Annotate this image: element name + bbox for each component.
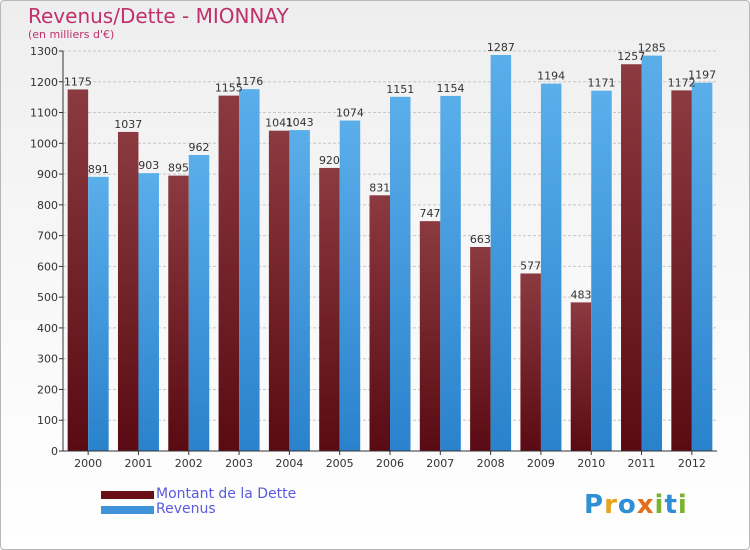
x-tick-label: 2003 bbox=[225, 457, 253, 470]
data-label-dette: 1041 bbox=[265, 117, 293, 130]
y-tick-label: 0 bbox=[51, 445, 58, 458]
data-label-dette: 831 bbox=[369, 181, 390, 194]
y-tick-label: 1000 bbox=[30, 137, 58, 150]
bar-revenus bbox=[188, 155, 210, 451]
y-tick-label: 300 bbox=[37, 353, 58, 366]
data-label-revenus: 1194 bbox=[537, 70, 565, 83]
bar-revenus bbox=[390, 96, 411, 451]
bar-revenus bbox=[88, 176, 109, 451]
bar-revenus bbox=[490, 55, 512, 451]
x-tick-label: 2000 bbox=[74, 457, 102, 470]
x-tick-label: 2012 bbox=[678, 457, 706, 470]
data-label-dette: 920 bbox=[319, 154, 340, 167]
legend-label-dette: Montant de la Dette bbox=[156, 486, 297, 502]
data-label-revenus: 1043 bbox=[286, 116, 314, 129]
y-tick-label: 500 bbox=[37, 291, 58, 304]
legend-swatch-revenus bbox=[101, 506, 154, 514]
y-tick-label: 700 bbox=[37, 230, 58, 243]
y-tick-label: 1100 bbox=[30, 107, 58, 120]
y-tick-label: 100 bbox=[37, 414, 58, 427]
data-label-revenus: 962 bbox=[189, 141, 210, 154]
logo-letter: i bbox=[677, 490, 688, 520]
data-label-revenus: 903 bbox=[138, 159, 159, 172]
bar-revenus bbox=[591, 90, 612, 451]
bar-revenus bbox=[540, 83, 562, 451]
data-label-revenus: 1151 bbox=[386, 83, 414, 96]
bar-revenus bbox=[339, 120, 361, 452]
proxiti-logo: Proxiti bbox=[584, 490, 688, 520]
data-label-dette: 1037 bbox=[114, 118, 142, 131]
y-tick-label: 800 bbox=[37, 199, 58, 212]
logo-letter: t bbox=[664, 490, 678, 520]
data-label-revenus: 1171 bbox=[587, 77, 615, 90]
logo-letter: i bbox=[654, 490, 665, 520]
data-label-dette: 1155 bbox=[215, 82, 243, 95]
x-tick-label: 2008 bbox=[477, 457, 505, 470]
bar-revenus bbox=[641, 55, 663, 451]
bars bbox=[67, 55, 713, 452]
data-label-dette: 1257 bbox=[617, 50, 645, 63]
bar-revenus bbox=[691, 82, 713, 451]
bar-dette bbox=[117, 131, 139, 451]
x-tick-label: 2001 bbox=[124, 457, 152, 470]
bar-dette bbox=[671, 90, 692, 451]
y-tick-label: 200 bbox=[37, 383, 58, 396]
x-tick-label: 2004 bbox=[275, 457, 303, 470]
logo-letter: r bbox=[604, 490, 618, 520]
y-tick-label: 1300 bbox=[30, 45, 58, 58]
x-tick-label: 2007 bbox=[426, 457, 454, 470]
chart-subtitle: (en milliers d'€) bbox=[28, 28, 115, 41]
data-label-revenus: 1285 bbox=[638, 42, 666, 55]
x-tick-label: 2006 bbox=[376, 457, 404, 470]
y-tick-label: 900 bbox=[37, 168, 58, 181]
bar-revenus bbox=[138, 173, 159, 451]
bar-dette bbox=[67, 89, 89, 451]
y-tick-label: 400 bbox=[37, 322, 58, 335]
bar-dette bbox=[218, 95, 240, 451]
y-tick-label: 600 bbox=[37, 260, 58, 273]
logo-letter: P bbox=[584, 490, 605, 520]
data-label-dette: 663 bbox=[470, 233, 491, 246]
axes: 0 100 200 300 400 500 600 700 800 900 1000 1100 1200… bbox=[30, 45, 717, 470]
data-label-revenus: 1154 bbox=[437, 82, 465, 95]
logo-letter: x bbox=[636, 490, 655, 520]
x-tick-label: 2009 bbox=[527, 457, 555, 470]
bar-dette bbox=[570, 302, 592, 451]
y-tick-label: 1200 bbox=[30, 76, 58, 89]
data-label-revenus: 1197 bbox=[688, 69, 716, 82]
data-label-dette: 483 bbox=[570, 288, 591, 301]
legend-swatch-dette bbox=[101, 491, 154, 499]
data-label-revenus: 1176 bbox=[235, 75, 263, 88]
x-tick-label: 2011 bbox=[628, 457, 656, 470]
data-label-dette: 1172 bbox=[668, 76, 696, 89]
logo-letter: o bbox=[617, 490, 637, 520]
bar-revenus bbox=[440, 95, 461, 451]
bar-dette bbox=[621, 64, 642, 451]
data-label-revenus: 891 bbox=[88, 163, 109, 176]
bar-dette bbox=[268, 130, 290, 451]
bar-dette bbox=[369, 195, 390, 451]
bar-dette bbox=[520, 273, 541, 451]
data-label-dette: 747 bbox=[420, 207, 441, 220]
x-tick-label: 2005 bbox=[326, 457, 354, 470]
data-label-dette: 577 bbox=[520, 259, 541, 272]
bar-dette bbox=[470, 247, 491, 451]
bar-dette bbox=[319, 167, 340, 451]
data-label-dette: 1175 bbox=[64, 75, 92, 88]
x-tick-label: 2002 bbox=[175, 457, 203, 470]
chart-title: Revenus/Dette - MIONNAY bbox=[28, 4, 289, 28]
x-tick-label: 2010 bbox=[577, 457, 605, 470]
data-label-revenus: 1287 bbox=[487, 41, 515, 54]
data-label-dette: 895 bbox=[168, 162, 189, 175]
bar-revenus bbox=[239, 89, 260, 452]
bar-revenus bbox=[289, 130, 310, 452]
bar-dette bbox=[419, 221, 441, 451]
data-label-revenus: 1074 bbox=[336, 107, 364, 120]
legend-label-revenus: Revenus bbox=[156, 501, 216, 517]
bar-dette bbox=[168, 175, 189, 451]
